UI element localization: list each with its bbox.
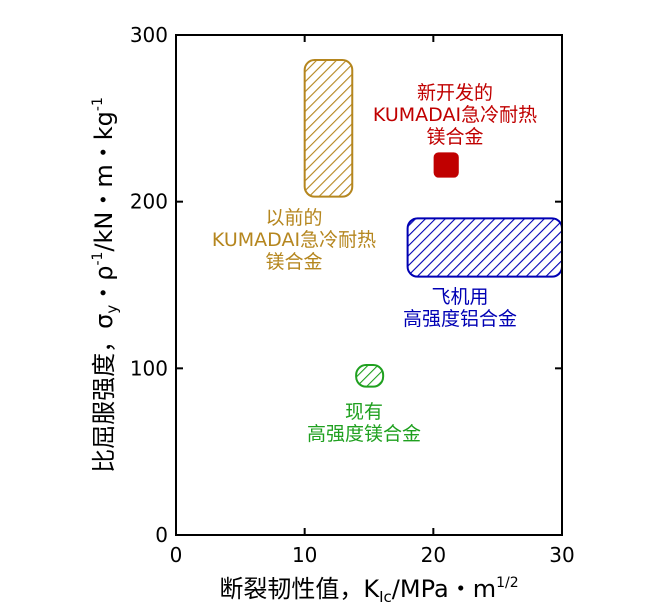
region-aircraft: [406, 217, 563, 278]
region-label-previous: 以前的 KUMADAI急冷耐热镁合金: [212, 207, 376, 273]
x-axis-title: 断裂韧性值，KIc/MPa・m1/2: [219, 575, 518, 606]
region-label-aircraft: 飞机用高强度铝合金: [403, 286, 517, 330]
region-labels: 以前的 KUMADAI急冷耐热镁合金 新开发的 KUMADAI急冷耐热镁合金飞机用高强…: [212, 82, 537, 445]
x-tick-label: 10: [292, 543, 317, 567]
region-existing: [355, 364, 385, 388]
region-previous: [303, 59, 354, 198]
region-label-existing: 现有高强度镁合金: [307, 401, 421, 445]
y-tick-label: 300: [130, 23, 168, 47]
region-new: [433, 152, 459, 178]
x-tick-label: 0: [170, 543, 183, 567]
y-tick-label: 200: [130, 190, 168, 214]
y-axis-title: 比屈服强度，σy・ρ-1/kN・m・kg-1: [90, 97, 121, 473]
region-label-new: 新开发的 KUMADAI急冷耐热镁合金: [373, 82, 537, 148]
x-tick-label: 20: [421, 543, 446, 567]
y-tick-label: 100: [130, 356, 168, 380]
plot-marks: [303, 59, 563, 388]
plot-frame: [175, 34, 563, 536]
y-tick-label: 0: [155, 523, 168, 547]
x-tick-label: 30: [549, 543, 574, 567]
